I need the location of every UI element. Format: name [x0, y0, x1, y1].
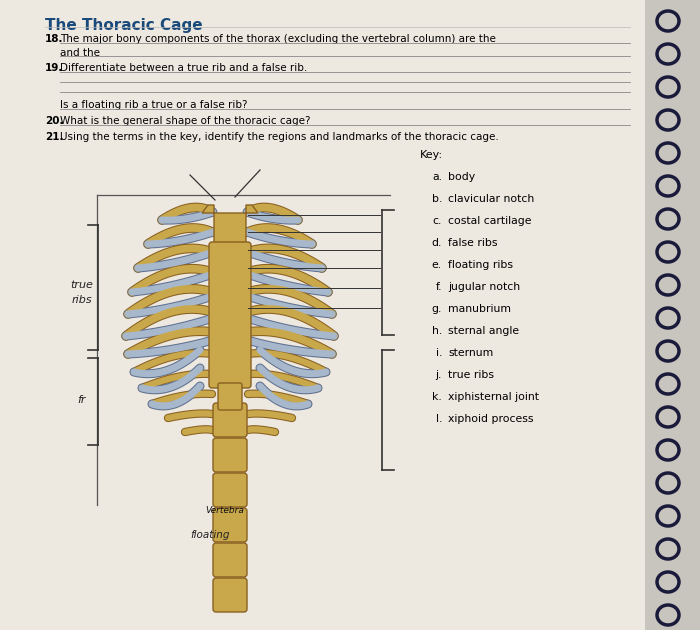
Text: What is the general shape of the thoracic cage?: What is the general shape of the thoraci…	[60, 116, 311, 126]
Text: Using the terms in the key, identify the regions and landmarks of the thoracic c: Using the terms in the key, identify the…	[60, 132, 498, 142]
Text: f.: f.	[435, 282, 442, 292]
FancyBboxPatch shape	[213, 438, 247, 472]
Ellipse shape	[658, 342, 678, 360]
Text: Vertebra: Vertebra	[206, 506, 244, 515]
Ellipse shape	[658, 144, 678, 162]
Ellipse shape	[658, 177, 678, 195]
Ellipse shape	[658, 12, 678, 30]
Ellipse shape	[658, 408, 678, 426]
Text: 18.: 18.	[45, 34, 64, 44]
Text: h.: h.	[432, 326, 442, 336]
Text: fr: fr	[78, 395, 86, 405]
Ellipse shape	[658, 606, 678, 624]
Text: sternum: sternum	[448, 348, 493, 358]
Text: 20.: 20.	[45, 116, 64, 126]
Ellipse shape	[658, 210, 678, 228]
Ellipse shape	[658, 474, 678, 492]
Text: jugular notch: jugular notch	[448, 282, 520, 292]
Text: j.: j.	[435, 370, 442, 380]
Text: g.: g.	[432, 304, 442, 314]
Ellipse shape	[658, 111, 678, 129]
Text: 21.: 21.	[45, 132, 64, 142]
Ellipse shape	[658, 45, 678, 63]
Text: floating: floating	[190, 530, 230, 540]
Ellipse shape	[658, 243, 678, 261]
Text: c.: c.	[433, 216, 442, 226]
FancyBboxPatch shape	[213, 403, 247, 437]
Ellipse shape	[658, 540, 678, 558]
Text: 19.: 19.	[45, 63, 64, 73]
Text: sternal angle: sternal angle	[448, 326, 519, 336]
Text: false ribs: false ribs	[448, 238, 498, 248]
Text: a.: a.	[432, 172, 442, 182]
Text: clavicular notch: clavicular notch	[448, 194, 534, 204]
Text: The Thoracic Cage: The Thoracic Cage	[45, 18, 202, 33]
Text: d.: d.	[432, 238, 442, 248]
Text: and the: and the	[60, 48, 100, 58]
Text: i.: i.	[435, 348, 442, 358]
FancyBboxPatch shape	[213, 578, 247, 612]
Text: b.: b.	[432, 194, 442, 204]
FancyBboxPatch shape	[213, 473, 247, 507]
Ellipse shape	[658, 309, 678, 327]
Ellipse shape	[658, 507, 678, 525]
Text: Is a floating rib a true or a false rib?: Is a floating rib a true or a false rib?	[60, 100, 248, 110]
Text: ribs: ribs	[71, 295, 92, 305]
Text: Differentiate between a true rib and a false rib.: Differentiate between a true rib and a f…	[60, 63, 307, 73]
Ellipse shape	[658, 441, 678, 459]
Text: e.: e.	[432, 260, 442, 270]
Text: manubrium: manubrium	[448, 304, 511, 314]
Text: Key:: Key:	[420, 150, 443, 160]
FancyBboxPatch shape	[209, 242, 251, 388]
Ellipse shape	[658, 375, 678, 393]
Polygon shape	[202, 205, 258, 245]
FancyBboxPatch shape	[218, 383, 242, 410]
Text: costal cartilage: costal cartilage	[448, 216, 531, 226]
Text: l.: l.	[435, 414, 442, 424]
Text: The major bony components of the thorax (excluding the vertebral column) are the: The major bony components of the thorax …	[60, 34, 496, 44]
Text: xiphoid process: xiphoid process	[448, 414, 533, 424]
Text: true ribs: true ribs	[448, 370, 494, 380]
Text: body: body	[448, 172, 475, 182]
Text: xiphisternal joint: xiphisternal joint	[448, 392, 539, 402]
Text: k.: k.	[433, 392, 442, 402]
Text: floating ribs: floating ribs	[448, 260, 513, 270]
Ellipse shape	[658, 78, 678, 96]
Ellipse shape	[658, 276, 678, 294]
Ellipse shape	[658, 573, 678, 591]
FancyBboxPatch shape	[213, 508, 247, 542]
FancyBboxPatch shape	[213, 543, 247, 577]
Text: true: true	[71, 280, 93, 290]
